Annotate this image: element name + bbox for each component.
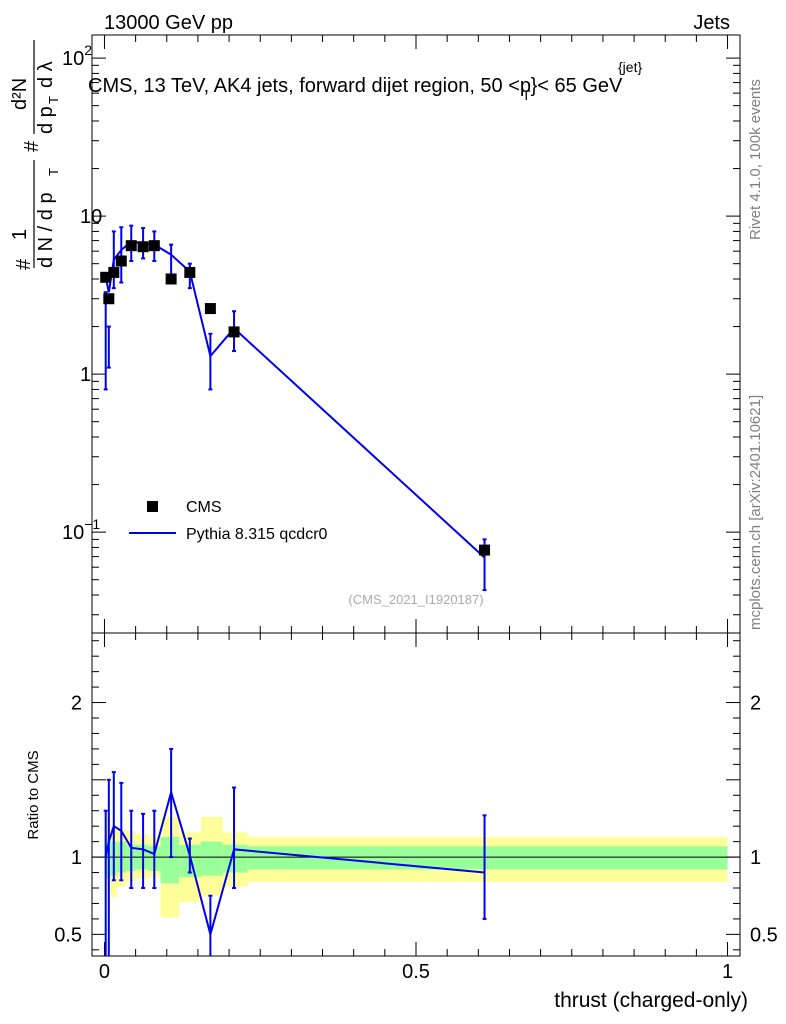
data-point xyxy=(479,544,491,556)
data-point xyxy=(108,266,120,278)
ratio-series xyxy=(103,747,487,956)
data-point xyxy=(100,271,112,283)
data-series xyxy=(100,240,491,556)
ytick-label-main: 1 xyxy=(80,364,91,386)
data-point xyxy=(165,273,177,285)
header-right: Jets xyxy=(693,12,730,34)
ytick-label-main: 102 xyxy=(62,42,92,70)
axis-ticks: 10−1 1 10 102 0.5 0.5 1 1 2 2 0 0.5 1 xyxy=(54,35,778,983)
svg-text:#: # xyxy=(13,258,35,270)
plot-title: CMS, 13 TeV, AK4 jets, forward dijet reg… xyxy=(88,75,623,103)
plot-title-main: CMS, 13 TeV, AK4 jets, forward dijet reg… xyxy=(88,75,531,97)
svg-text:d²N: d²N xyxy=(9,78,31,110)
svg-text:d λ: d λ xyxy=(35,61,57,88)
ylabel-ratio: Ratio to CMS xyxy=(25,750,42,839)
ytick-label-ratio-right: 1 xyxy=(750,847,761,869)
main-frame xyxy=(91,34,741,634)
legend-data-marker xyxy=(147,501,158,512)
data-point xyxy=(184,266,196,278)
legend-data-label: CMS xyxy=(186,499,222,516)
ytick-label-ratio: 2 xyxy=(71,693,82,715)
data-point xyxy=(148,240,160,252)
svg-text:T: T xyxy=(46,96,61,104)
ratio-frame xyxy=(91,632,741,957)
ytick-label-ratio: 1 xyxy=(71,847,82,869)
data-point xyxy=(103,293,115,305)
xtick-label: 1 xyxy=(722,961,733,983)
xlabel: thrust (charged-only) xyxy=(554,989,748,1012)
ytick-label-ratio-right: 2 xyxy=(750,693,761,715)
data-point xyxy=(204,303,216,315)
band-inner-9 xyxy=(201,841,223,876)
svg-text:1: 1 xyxy=(9,229,31,240)
data-point xyxy=(137,241,149,253)
plot-title-end: }< 65 GeV xyxy=(531,75,623,97)
ytick-label-main: 10 xyxy=(80,206,102,228)
svg-text:d p: d p xyxy=(35,106,57,134)
legend-mc-label: Pythia 8.315 qcdcr0 xyxy=(186,526,328,543)
mc-line xyxy=(104,240,486,559)
band-inner-11 xyxy=(247,846,728,870)
svg-text:T: T xyxy=(46,168,61,176)
plot-title-sup: {jet} xyxy=(618,59,642,75)
xtick-label: 0.5 xyxy=(402,961,430,983)
ytick-label-ratio: 0.5 xyxy=(54,924,82,946)
svg-text:#: # xyxy=(21,140,43,152)
rivet-label: Rivet 4.1.0, 100k events xyxy=(747,79,764,240)
data-point xyxy=(228,326,240,338)
xtick-label: 0 xyxy=(99,961,110,983)
ytick-label-main: 10−1 xyxy=(62,516,100,544)
svg-text:d N / d p: d N / d p xyxy=(35,192,57,268)
ratio-bands xyxy=(104,807,728,918)
analysis-watermark: (CMS_2021_I1920187) xyxy=(348,592,483,607)
mcplots-label: mcplots.cern.ch [arXiv:2401.10621] xyxy=(747,395,764,630)
data-point xyxy=(115,255,127,267)
ylabel-main: # 1 d N / d p T # d²N d p T d λ xyxy=(9,40,61,270)
plot-title-sub: T xyxy=(522,87,531,103)
band-inner-7 xyxy=(160,837,180,884)
header-left: 13000 GeV pp xyxy=(104,12,233,34)
ytick-label-ratio-right: 0.5 xyxy=(750,924,778,946)
data-point xyxy=(125,240,137,252)
